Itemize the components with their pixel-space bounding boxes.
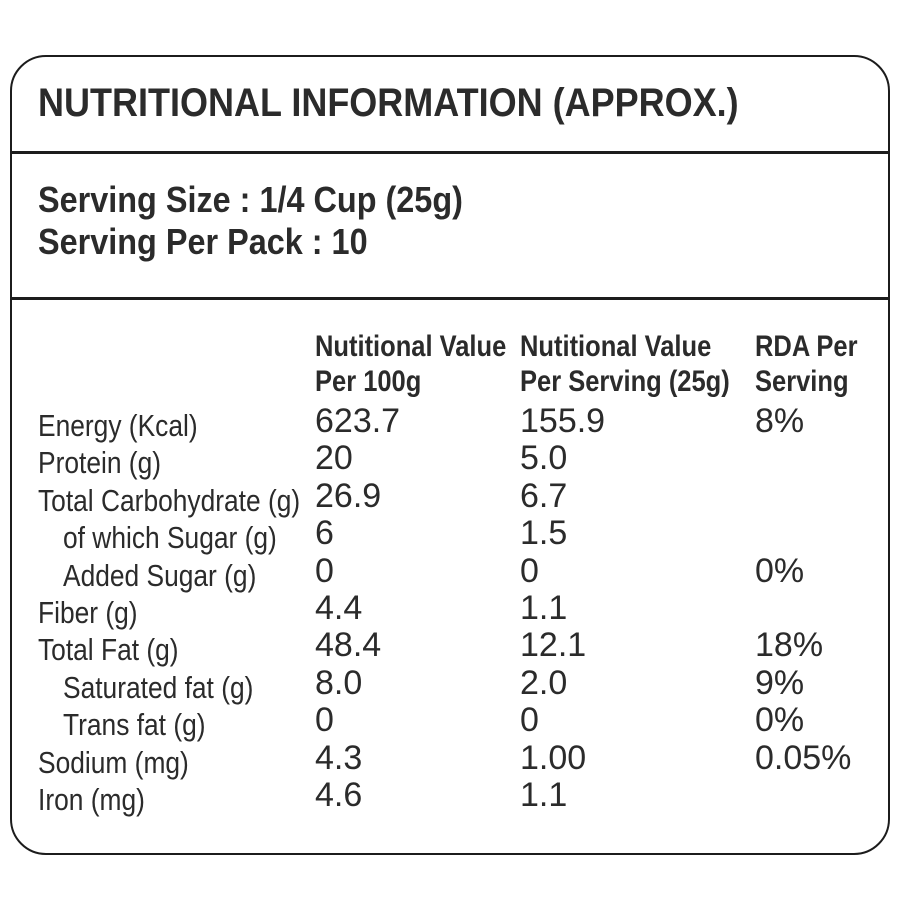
panel-title-text: NUTRITIONAL INFORMATION (APPROX.) (38, 81, 739, 125)
nutrient-name-cell: Saturated fat (g) (63, 669, 254, 705)
table-row: Trans fat (g) 0 0 0% (12, 701, 888, 743)
title-divider-rule (12, 151, 888, 154)
per-serving-value-cell: 1.1 (520, 775, 568, 814)
serving-per-pack-line: Serving Per Pack : 10 (38, 221, 368, 262)
rda-value-cell: 9% (755, 663, 805, 702)
nutrient-name-cell: Fiber (g) (38, 594, 138, 630)
per-100g-value-cell: 48.4 (315, 626, 382, 665)
header-nutrient-spacer (38, 329, 315, 399)
nutrient-name-cell: Total Fat (g) (38, 632, 179, 668)
nutrient-name-cell: Trans fat (g) (63, 707, 206, 743)
per-serving-value-cell: 155.9 (520, 402, 606, 440)
header-per-serving: Nutitional Value Per Serving (25g) (520, 330, 730, 398)
table-row: Iron (mg) 4.6 1.1 (12, 775, 888, 818)
serving-divider-rule (12, 297, 888, 300)
table-row: Protein (g) 20 5.0 (12, 439, 888, 481)
rda-value-cell: 0% (755, 551, 805, 590)
rda-value-cell (755, 482, 888, 519)
table-row: Total Carbohydrate (g) 26.9 6.7 (12, 476, 888, 519)
table-row: Fiber (g) 4.4 1.1 (12, 588, 888, 631)
per-100g-value-cell: 6 (315, 514, 334, 553)
per-serving-value-cell: 12.1 (520, 626, 587, 665)
nutrient-name-cell: Total Carbohydrate (g) (38, 482, 301, 518)
per-serving-value-cell: 5.0 (520, 439, 568, 478)
nutrient-name-cell: Protein (g) (38, 445, 162, 481)
serving-size-line: Serving Size : 1/4 Cup (25g) (38, 179, 463, 220)
per-100g-value-cell: 20 (315, 439, 353, 478)
rda-value-cell: 18% (755, 626, 824, 665)
table-row: Added Sugar (g) 0 0 0% (12, 551, 888, 594)
nutrition-label-panel: NUTRITIONAL INFORMATION (APPROX.) Servin… (10, 55, 890, 855)
table-body: Energy (Kcal) 623.7 155.9 8% Protein (g)… (12, 402, 888, 818)
nutrition-table: Nutitional Value Per 100g Nutitional Val… (12, 329, 888, 818)
header-per-100g: Nutitional Value Per 100g (315, 330, 507, 398)
table-row: Sodium (mg) 4.3 1.00 0.05% (12, 738, 888, 781)
per-serving-value-cell: 2.0 (520, 663, 568, 702)
per-serving-value-cell: 1.1 (520, 588, 568, 627)
per-100g-value-cell: 0 (315, 701, 334, 740)
per-100g-value-cell: 4.6 (315, 775, 363, 814)
per-serving-value-cell: 0 (520, 701, 539, 740)
per-100g-value-cell: 4.4 (315, 588, 363, 627)
table-row: of which Sugar (g) 6 1.5 (12, 514, 888, 556)
per-100g-value-cell: 4.3 (315, 738, 363, 777)
nutrient-name-cell: Sodium (mg) (38, 744, 189, 780)
table-row: Total Fat (g) 48.4 12.1 18% (12, 626, 888, 668)
per-100g-value-cell: 623.7 (315, 402, 401, 440)
per-100g-value-cell: 0 (315, 551, 334, 590)
per-100g-value-cell: 26.9 (315, 476, 382, 515)
per-serving-value-cell: 1.00 (520, 738, 587, 777)
serving-info: Serving Size : 1/4 Cup (25g) Serving Per… (38, 179, 510, 263)
rda-value-cell (755, 781, 888, 818)
panel-title: NUTRITIONAL INFORMATION (APPROX.) (38, 81, 816, 125)
table-row: Saturated fat (g) 8.0 2.0 9% (12, 663, 888, 706)
rda-value-cell: 8% (755, 402, 805, 440)
nutrient-name-cell: Added Sugar (g) (63, 557, 257, 593)
rda-value-cell (755, 444, 888, 481)
nutrient-name-cell: Iron (mg) (38, 781, 145, 817)
header-rda: RDA Per Serving (755, 330, 858, 398)
nutrient-name-cell: Energy (Kcal) (38, 408, 198, 443)
table-header-row: Nutitional Value Per 100g Nutitional Val… (12, 329, 888, 399)
rda-value-cell: 0% (755, 701, 805, 740)
per-100g-value-cell: 8.0 (315, 663, 363, 702)
per-serving-value-cell: 1.5 (520, 514, 568, 553)
rda-value-cell: 0.05% (755, 738, 852, 777)
table-row: Energy (Kcal) 623.7 155.9 8% (12, 402, 888, 444)
nutrient-name-cell: of which Sugar (g) (63, 520, 277, 556)
per-serving-value-cell: 6.7 (520, 476, 568, 515)
per-serving-value-cell: 0 (520, 551, 539, 590)
